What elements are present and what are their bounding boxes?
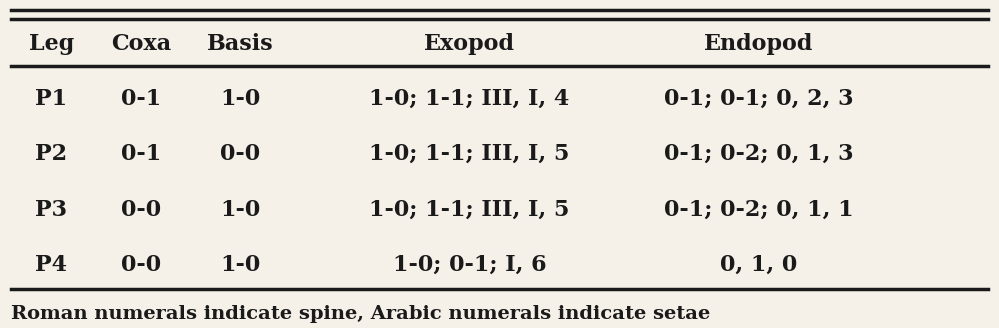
Text: P1: P1 [35, 88, 67, 110]
Text: 0-1: 0-1 [121, 88, 161, 110]
Text: Roman numerals indicate spine, Arabic numerals indicate setae: Roman numerals indicate spine, Arabic nu… [11, 305, 710, 323]
Text: 1-0: 1-0 [221, 198, 261, 220]
Text: 0-1: 0-1 [121, 143, 161, 165]
Text: 0-0: 0-0 [221, 143, 261, 165]
Text: Leg: Leg [29, 33, 74, 55]
Text: 1-0; 1-1; III, I, 5: 1-0; 1-1; III, I, 5 [370, 198, 569, 220]
Text: 0-1; 0-1; 0, 2, 3: 0-1; 0-1; 0, 2, 3 [663, 88, 853, 110]
Text: 0, 1, 0: 0, 1, 0 [720, 254, 797, 276]
Text: 1-0: 1-0 [221, 88, 261, 110]
Text: 0-0: 0-0 [121, 254, 161, 276]
Text: Coxa: Coxa [111, 33, 171, 55]
Text: 1-0; 0-1; I, 6: 1-0; 0-1; I, 6 [393, 254, 546, 276]
Text: 1-0: 1-0 [221, 254, 261, 276]
Text: Endopod: Endopod [704, 33, 813, 55]
Text: 0-1; 0-2; 0, 1, 1: 0-1; 0-2; 0, 1, 1 [663, 198, 853, 220]
Text: 1-0; 1-1; III, I, 5: 1-0; 1-1; III, I, 5 [370, 143, 569, 165]
Text: Exopod: Exopod [425, 33, 515, 55]
Text: Basis: Basis [207, 33, 274, 55]
Text: P3: P3 [35, 198, 67, 220]
Text: P2: P2 [35, 143, 67, 165]
Text: 1-0; 1-1; III, I, 4: 1-0; 1-1; III, I, 4 [370, 88, 569, 110]
Text: 0-1; 0-2; 0, 1, 3: 0-1; 0-2; 0, 1, 3 [663, 143, 853, 165]
Text: 0-0: 0-0 [121, 198, 161, 220]
Text: P4: P4 [35, 254, 67, 276]
